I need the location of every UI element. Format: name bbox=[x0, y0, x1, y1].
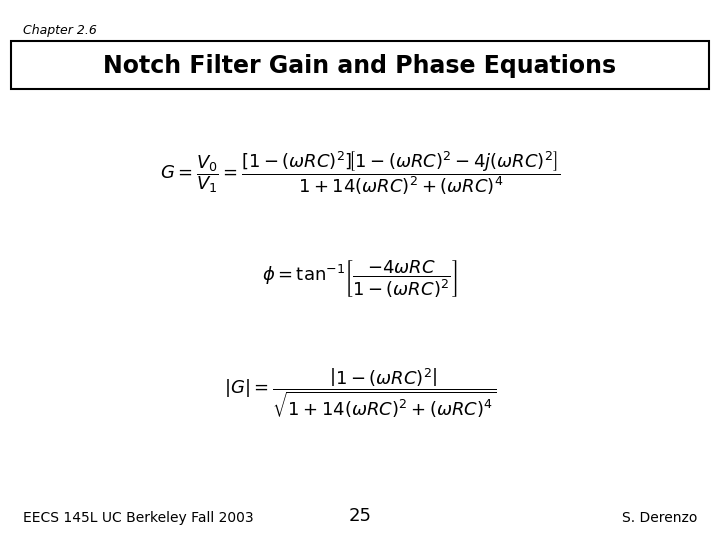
Text: $|G| = \dfrac{\left|1-(\omega RC)^2\right|}{\sqrt{1+14(\omega RC)^2+(\omega RC)^: $|G| = \dfrac{\left|1-(\omega RC)^2\righ… bbox=[224, 367, 496, 421]
Text: $G = \dfrac{V_0}{V_1} = \dfrac{\left[1-(\omega RC)^2\right]\!\left[1-(\omega RC): $G = \dfrac{V_0}{V_1} = \dfrac{\left[1-(… bbox=[160, 149, 560, 197]
Text: Chapter 2.6: Chapter 2.6 bbox=[23, 24, 97, 37]
Text: 25: 25 bbox=[348, 507, 372, 525]
Text: EECS 145L UC Berkeley Fall 2003: EECS 145L UC Berkeley Fall 2003 bbox=[23, 511, 253, 525]
Text: S. Derenzo: S. Derenzo bbox=[621, 511, 697, 525]
FancyBboxPatch shape bbox=[11, 40, 709, 89]
Text: $\phi = \tan^{-1}\!\left[\dfrac{-4\omega RC}{1-(\omega RC)^2}\right]$: $\phi = \tan^{-1}\!\left[\dfrac{-4\omega… bbox=[262, 258, 458, 299]
Text: Notch Filter Gain and Phase Equations: Notch Filter Gain and Phase Equations bbox=[104, 54, 616, 78]
